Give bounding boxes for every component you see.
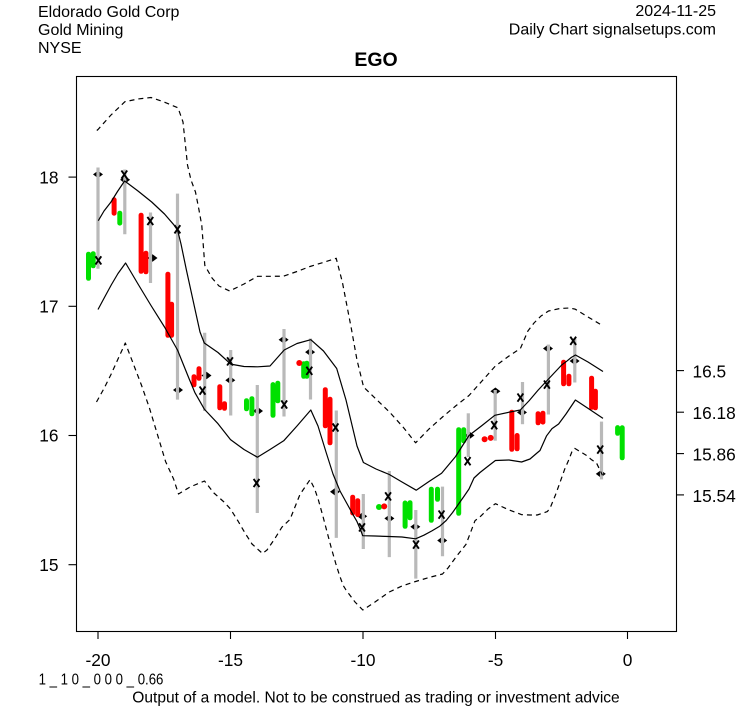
svg-text:-15: -15 xyxy=(218,650,243,670)
svg-text:17: 17 xyxy=(39,297,58,317)
svg-text:Output of a model. Not to be c: Output of a model. Not to be construed a… xyxy=(132,690,619,707)
svg-text:-5: -5 xyxy=(488,650,503,670)
svg-text:Daily Chart signalsetups.com: Daily Chart signalsetups.com xyxy=(509,22,716,39)
svg-text:-20: -20 xyxy=(86,650,111,670)
svg-text:15.54: 15.54 xyxy=(693,486,737,506)
svg-text:Eldorado Gold Corp: Eldorado Gold Corp xyxy=(38,4,180,21)
svg-text:NYSE: NYSE xyxy=(38,40,82,57)
svg-text:15: 15 xyxy=(39,555,58,575)
svg-text:Gold Mining: Gold Mining xyxy=(38,22,123,39)
svg-text:EGO: EGO xyxy=(354,49,397,71)
svg-text:2024-11-25: 2024-11-25 xyxy=(635,3,716,20)
svg-text:16.5: 16.5 xyxy=(693,362,727,382)
svg-text:16.18: 16.18 xyxy=(693,403,736,423)
svg-text:15.86: 15.86 xyxy=(693,445,736,465)
svg-text:-10: -10 xyxy=(351,650,376,670)
svg-text:0: 0 xyxy=(623,650,633,670)
svg-text:16: 16 xyxy=(39,426,58,446)
svg-text:18: 18 xyxy=(39,167,58,187)
svg-text:1 _ 1 0 _ 0 0 0 _ 0.66: 1 _ 1 0 _ 0 0 0 _ 0.66 xyxy=(39,672,164,689)
